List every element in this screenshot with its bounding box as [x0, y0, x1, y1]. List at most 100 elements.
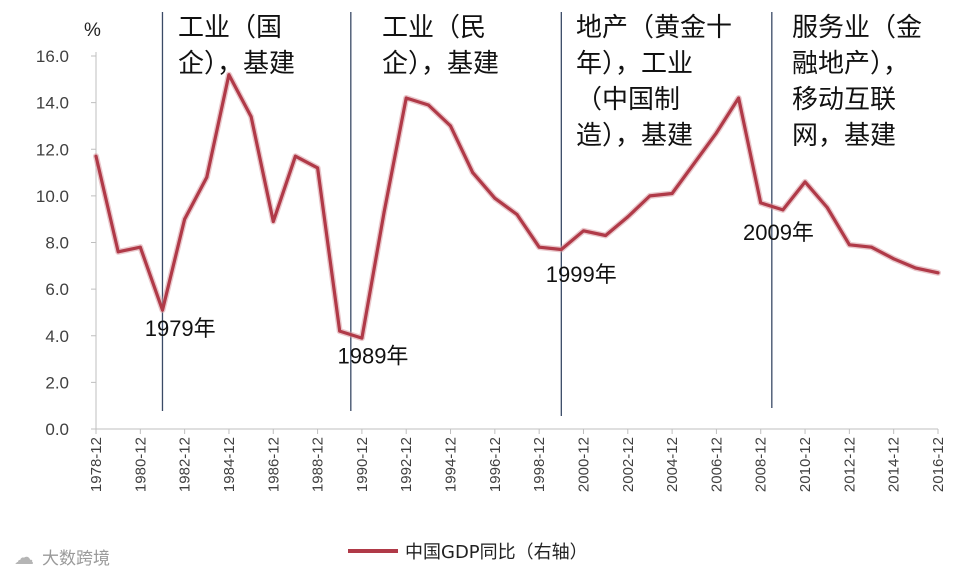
year-annotation: 1989年	[337, 344, 408, 369]
x-tick-label: 1990-12	[354, 437, 371, 492]
data-point	[648, 194, 652, 198]
watermark: ☁ 大数跨境	[14, 545, 110, 569]
x-tick-label: 1984-12	[221, 437, 238, 492]
era-label-line: 企），基建	[178, 49, 295, 79]
data-point	[559, 248, 563, 251]
data-point	[205, 175, 209, 179]
x-axis: 1978-12 1980-12 1982-12 1984-12 1986-12 1988-…	[88, 428, 947, 492]
data-point	[582, 229, 585, 233]
data-point	[116, 250, 120, 254]
data-point	[426, 103, 430, 107]
era-label-line: 服务业（金	[792, 13, 922, 43]
x-tick-label: 2010-12	[797, 437, 814, 492]
x-tick-label: 1994-12	[443, 437, 460, 492]
legend-label: 中国GDP同比（右轴）	[405, 542, 588, 563]
x-tick-label: 1978-12	[88, 437, 105, 492]
data-point	[294, 154, 297, 158]
data-point	[471, 171, 475, 174]
data-point	[338, 329, 342, 333]
data-point	[670, 192, 674, 195]
era-dividers	[161, 12, 773, 416]
data-point	[847, 243, 851, 247]
data-point	[94, 154, 98, 158]
series-layer	[93, 71, 941, 342]
era-label-line: 网，基建	[792, 121, 896, 151]
era-labels: 工业（国企），基建工业（民企），基建地产（黄金十年），工业（中国制造），基建服务…	[178, 13, 922, 151]
data-point	[803, 180, 807, 184]
era-label-line: 年），工业	[576, 49, 693, 79]
y-tick-label: 2.0	[45, 373, 69, 392]
x-tick-label: 1988-12	[310, 437, 327, 492]
x-tick-label: 1998-12	[531, 437, 548, 492]
data-point	[449, 124, 452, 128]
x-tick-label: 2014-12	[886, 437, 903, 492]
y-tick-label: 6.0	[45, 280, 69, 299]
watermark-logo-icon: ☁	[14, 545, 34, 569]
era-label-line: 工业（民	[382, 13, 486, 43]
data-point	[249, 115, 253, 119]
data-point	[227, 73, 231, 77]
era-label: 服务业（金融地产）， 移动互联网，基建	[792, 13, 922, 151]
y-tick-label: 16.0	[36, 47, 69, 66]
watermark-text: 大数跨境	[42, 549, 110, 569]
era-label-line: 造），基建	[576, 121, 693, 151]
x-tick-label: 2016-12	[930, 437, 947, 492]
year-annotation: 1979年	[145, 316, 216, 341]
era-label-line: 融地产），	[792, 49, 909, 79]
x-tick-label: 2012-12	[841, 437, 858, 492]
y-tick-label: 12.0	[36, 140, 69, 159]
x-tick-label: 1980-12	[132, 437, 149, 492]
y-tick-label: 10.0	[36, 187, 69, 206]
x-tick-label: 2002-12	[620, 437, 637, 492]
x-tick-label: 2000-12	[575, 437, 592, 492]
data-point	[825, 206, 829, 209]
data-point	[404, 96, 408, 100]
data-point	[870, 245, 873, 249]
y-unit-label: %	[84, 20, 101, 41]
x-tick-label: 1986-12	[265, 437, 282, 492]
y-axis: 0.0 2.0 4.0 6.0 8.0 10.0 12.0 14.0 16.0	[36, 47, 97, 439]
x-tick-label: 2004-12	[664, 437, 681, 492]
year-annotation: 2009年	[743, 220, 814, 245]
era-label-line: 移动互联	[792, 85, 896, 115]
x-tick-label: 1982-12	[177, 437, 194, 492]
data-point	[183, 217, 187, 221]
data-point	[515, 213, 519, 216]
x-tick-label: 1996-12	[487, 437, 504, 492]
data-point	[914, 266, 918, 270]
year-annotations: 1979年 1989年 1999年 2009年	[145, 220, 814, 369]
data-point	[737, 96, 740, 100]
legend: 中国GDP同比（右轴）	[348, 542, 588, 563]
data-point	[892, 257, 896, 261]
data-point	[493, 196, 497, 200]
data-point	[360, 336, 364, 340]
y-tick-label: 8.0	[45, 234, 69, 253]
data-point	[382, 210, 386, 214]
data-point	[316, 166, 319, 170]
era-label: 地产（黄金十年），工业 （中国制造），基建	[576, 13, 732, 151]
era-label-line: 工业（国	[178, 13, 282, 43]
y-tick-label: 4.0	[45, 327, 69, 346]
year-annotation: 1999年	[546, 262, 617, 287]
era-label: 工业（民企），基建	[382, 13, 499, 79]
data-point	[715, 131, 718, 135]
data-point	[781, 208, 785, 212]
data-point	[138, 245, 142, 249]
y-tick-label: 0.0	[45, 420, 69, 439]
data-point	[759, 201, 763, 205]
era-label-line: （中国制	[576, 85, 680, 115]
era-label-line: 地产（黄金十	[576, 13, 732, 43]
data-point	[936, 271, 940, 275]
data-point	[604, 234, 608, 237]
era-label: 工业（国企），基建	[178, 13, 295, 79]
data-point	[161, 308, 164, 312]
x-tick-label: 1992-12	[398, 437, 415, 492]
x-tick-label: 2006-12	[708, 437, 725, 492]
era-label-line: 企），基建	[382, 49, 499, 79]
data-point	[626, 215, 630, 219]
y-tick-label: 14.0	[36, 94, 69, 113]
data-point	[537, 245, 541, 249]
x-tick-label: 2008-12	[753, 437, 770, 492]
